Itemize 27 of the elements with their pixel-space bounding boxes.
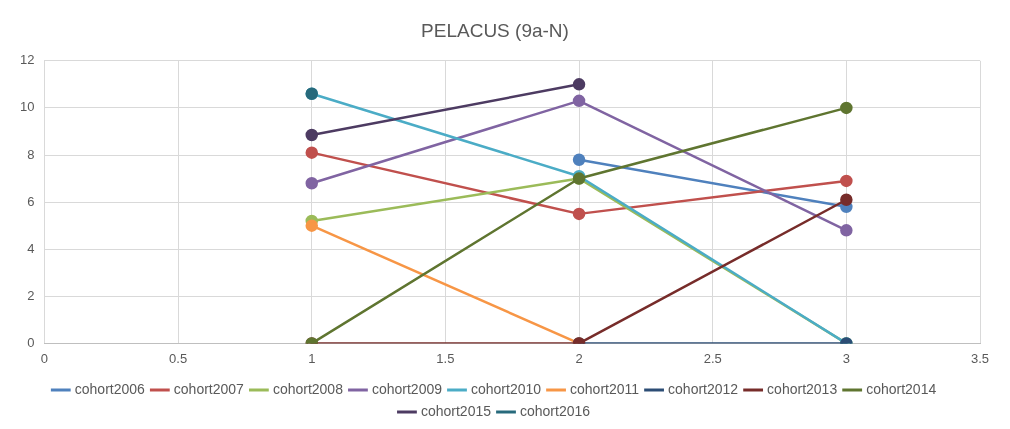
legend-label: cohort2006 bbox=[74, 380, 146, 397]
legend-label: cohort2010 bbox=[470, 380, 542, 397]
x-tick-label: 0.5 bbox=[169, 350, 188, 366]
x-tick-label: 3.5 bbox=[970, 350, 990, 366]
x-tick-label: 2 bbox=[575, 350, 583, 366]
x-tick-label: 3 bbox=[842, 350, 850, 366]
legend-label: cohort2007 bbox=[173, 380, 245, 397]
legend-label: cohort2014 bbox=[866, 380, 937, 397]
legend-label: cohort2012 bbox=[668, 380, 739, 397]
y-tick-label: 4 bbox=[27, 240, 35, 256]
legend-label: cohort2009 bbox=[371, 380, 443, 397]
x-tick-label: 1 bbox=[308, 350, 316, 366]
y-tick-label: 2 bbox=[27, 287, 35, 303]
legend-label: cohort2008 bbox=[272, 380, 344, 397]
legend-label: cohort2015 bbox=[420, 402, 492, 419]
chart-title: PELACUS (9a-N) bbox=[421, 19, 569, 41]
y-tick-label: 8 bbox=[27, 146, 35, 162]
legend-label: cohort2013 bbox=[767, 380, 838, 397]
x-tick-label: 2.5 bbox=[703, 350, 722, 366]
y-tick-label: 0 bbox=[27, 334, 35, 350]
legend-label: cohort2016 bbox=[520, 402, 591, 419]
x-tick-label: 1.5 bbox=[436, 350, 455, 366]
y-tick-label: 6 bbox=[27, 193, 35, 209]
x-tick-label: 0 bbox=[40, 350, 49, 366]
legend-label: cohort2011 bbox=[570, 380, 640, 397]
y-tick-label: 10 bbox=[19, 99, 35, 115]
y-tick-label: 12 bbox=[19, 52, 35, 68]
